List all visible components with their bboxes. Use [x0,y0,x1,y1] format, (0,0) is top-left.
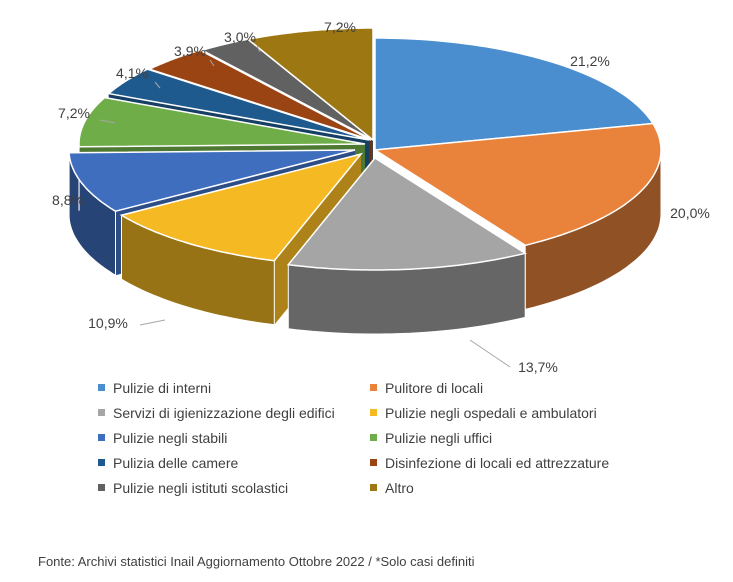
data-label: 3,0% [224,29,256,45]
legend-swatch [98,384,105,391]
legend-swatch [98,409,105,416]
pie-slice [147,49,372,141]
pie-slice [106,68,370,141]
pie-tops [68,27,662,271]
data-label: 21,2% [570,53,610,69]
legend-label: Pulizie negli uffici [385,429,493,446]
data-labels: 21,2% 20,0% 13,7% 10,9% 8,8% 7,2% 4,1% 3,9% 3,0%… [52,19,710,375]
pie-slice [68,149,356,213]
data-label: 13,7% [518,359,558,375]
legend-item: Pulizia delle camere [98,454,370,471]
legend-label: Altro [385,479,414,496]
data-label: 4,1% [116,65,148,81]
legend-item: Pulitore di locali [370,379,650,396]
pie-slice [286,157,528,271]
pie-slice [199,38,374,141]
legend-label: Pulizia delle camere [113,454,239,471]
pie-chart: 21,2% 20,0% 13,7% 10,9% 8,8% 7,2% 4,1% 3,9% 3,0%… [52,19,710,375]
legend-label: Pulitore di locali [385,379,484,396]
legend-item: Altro [370,479,650,496]
legend-swatch [370,409,377,416]
data-label: 10,9% [88,315,128,331]
source-note: Fonte: Archivi statistici Inail Aggiorna… [38,554,475,569]
pie-slice [372,122,662,247]
leader-line [99,119,116,124]
data-label: 8,8% [52,192,84,208]
data-label: 3,9% [174,43,206,59]
legend-swatch [98,434,105,441]
legend-label: Pulizie negli istituti scolastici [113,479,289,496]
leader-line [154,81,161,89]
legend-label: Servizi di igienizzazione degli edifici [113,404,335,421]
legend-label: Pulizie negli stabili [113,429,228,446]
chart-legend: Pulizie di interni Pulitore di locali Serv… [98,379,658,496]
legend-swatch [370,384,377,391]
leader-line [256,45,261,53]
legend-item: Pulizie negli stabili [98,429,370,446]
legend-swatch [370,459,377,466]
leader-lines [99,45,511,368]
pie-slice [119,152,364,262]
pie-slice [374,37,655,151]
legend-label: Pulizie di interni [113,379,212,396]
legend-swatch [98,459,105,466]
legend-label: Disinfezione di locali ed attrezzature [385,454,610,471]
leader-line [469,339,511,368]
legend-swatch [370,484,377,491]
pie-slice [246,27,374,142]
pie-slice [78,96,366,148]
legend-swatch [98,484,105,491]
leader-line [139,319,166,326]
legend-item: Pulizie negli uffici [370,429,650,446]
leader-line [209,59,215,67]
legend-item: Pulizie negli ospedali e ambulatori [370,404,650,421]
data-label: 20,0% [670,205,710,221]
legend-item: Pulizie di interni [98,379,370,396]
data-label: 7,2% [58,105,90,121]
legend-item: Disinfezione di locali ed attrezzature [370,454,650,471]
data-label: 7,2% [324,19,356,35]
legend-item: Pulizie negli istituti scolastici [98,479,370,496]
legend-item: Servizi di igienizzazione degli edifici [98,404,370,421]
legend-label: Pulizie negli ospedali e ambulatori [385,404,597,421]
legend-swatch [370,434,377,441]
